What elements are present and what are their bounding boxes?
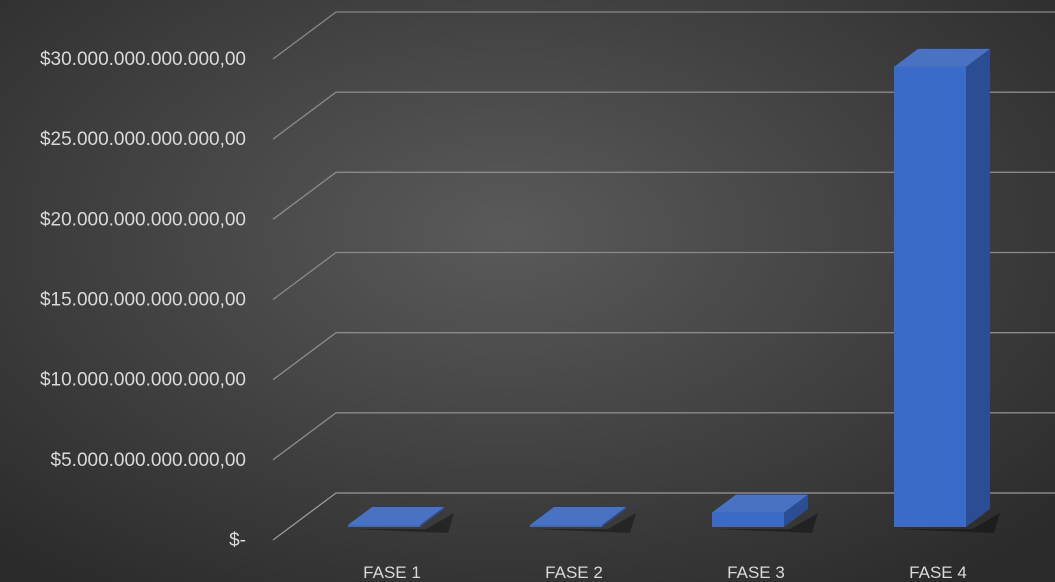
gridline bbox=[272, 251, 1055, 301]
bar bbox=[530, 507, 636, 533]
gridline bbox=[272, 91, 1055, 140]
x-category-label: FASE 1 bbox=[363, 563, 421, 582]
gridline bbox=[272, 492, 1055, 541]
bar-top bbox=[712, 494, 808, 513]
bar bbox=[894, 48, 1000, 533]
x-category-label: FASE 4 bbox=[909, 563, 967, 582]
bar-front bbox=[894, 66, 966, 528]
y-tick-label: $5.000.000.000.000,00 bbox=[51, 450, 246, 471]
bar-top bbox=[348, 507, 444, 525]
bar-front bbox=[530, 525, 602, 527]
bar-shadow bbox=[898, 513, 1000, 533]
y-tick-label: $15.000.000.000.000,00 bbox=[40, 290, 246, 311]
gridline bbox=[272, 412, 1055, 461]
bar-front bbox=[712, 512, 784, 527]
y-tick-label: $30.000.000.000.000,00 bbox=[40, 49, 246, 70]
bar bbox=[348, 507, 454, 533]
y-axis-tick-labels: $- $5.000.000.000.000,00 $10.000.000.000.0… bbox=[40, 49, 246, 551]
bar bbox=[712, 494, 818, 533]
bar-top bbox=[894, 48, 990, 67]
bar-shadow bbox=[352, 513, 454, 533]
y-tick-label: $20.000.000.000.000,00 bbox=[40, 209, 246, 230]
x-category-label: FASE 3 bbox=[727, 563, 785, 582]
x-axis-category-labels: FASE 1 FASE 2 FASE 3 FASE 4 bbox=[363, 563, 967, 582]
bar-side bbox=[420, 507, 444, 527]
gridline bbox=[272, 11, 1055, 60]
gridline bbox=[272, 332, 1055, 381]
y-tick-label: $- bbox=[229, 530, 246, 551]
bar-side bbox=[602, 507, 626, 527]
bar-shadow bbox=[534, 513, 636, 533]
y-tick-label: $25.000.000.000.000,00 bbox=[40, 129, 246, 150]
y-tick-label: $10.000.000.000.000,00 bbox=[40, 370, 246, 391]
bar-side bbox=[784, 494, 808, 527]
gridlines bbox=[272, 11, 1055, 541]
gridline bbox=[272, 171, 1055, 220]
bar-shadow bbox=[716, 513, 818, 533]
bar-side bbox=[966, 48, 990, 528]
bars bbox=[348, 48, 1000, 533]
bar-front bbox=[348, 525, 420, 527]
x-category-label: FASE 2 bbox=[545, 563, 603, 582]
bar-top bbox=[530, 507, 626, 525]
